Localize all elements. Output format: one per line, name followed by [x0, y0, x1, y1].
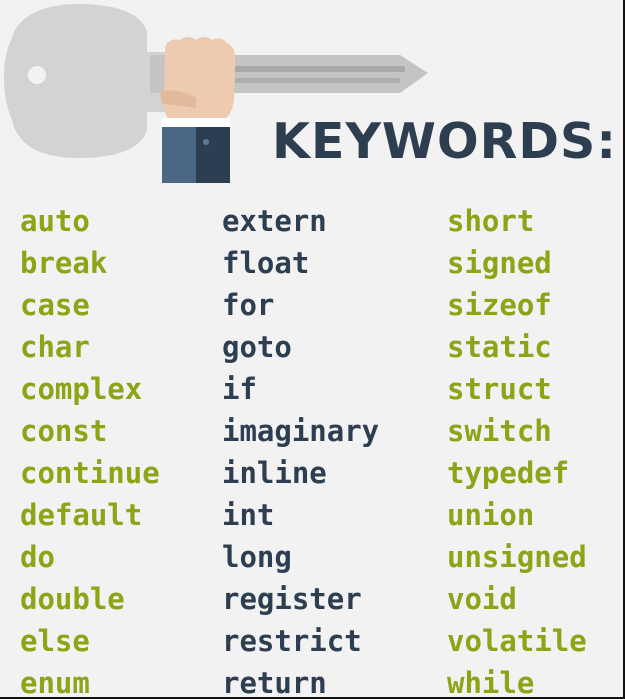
keyword-item: float: [222, 246, 310, 280]
frame-edge-right: [623, 0, 625, 699]
keyword-item: return: [222, 666, 327, 699]
shirt-cuff: [162, 118, 230, 127]
keyword-item: static: [447, 330, 552, 364]
key-hole: [28, 66, 46, 84]
keyword-item: void: [447, 582, 517, 616]
keyword-item: default: [20, 498, 143, 532]
key-bow: [4, 4, 170, 158]
keyword-item: restrict: [222, 624, 362, 658]
keyword-item: auto: [20, 204, 90, 238]
keyword-item: break: [20, 246, 108, 280]
frame-edge-bottom: [0, 697, 625, 699]
keyword-item: register: [222, 582, 362, 616]
hand-holding-key-icon: [4, 4, 428, 183]
key-groove-2: [235, 78, 400, 83]
keyword-item: short: [447, 204, 535, 238]
keyword-item: char: [20, 330, 90, 364]
keyword-item: signed: [447, 246, 552, 280]
keyword-item: inline: [222, 456, 327, 490]
page-title: KEYWORDS:: [272, 113, 617, 170]
keyword-item: volatile: [447, 624, 587, 658]
keyword-item: extern: [222, 204, 327, 238]
keyword-item: complex: [20, 372, 143, 406]
keyword-item: switch: [447, 414, 552, 448]
keyword-item: imaginary: [222, 414, 380, 448]
keyword-item: sizeof: [447, 288, 552, 322]
keyword-item: union: [447, 498, 535, 532]
keyword-column-3: short signed sizeof static struct switch…: [447, 200, 587, 699]
keyword-column-1: auto break case char complex const conti…: [20, 200, 160, 699]
keyword-item: const: [20, 414, 108, 448]
keyword-item: unsigned: [447, 540, 587, 574]
keyword-item: struct: [447, 372, 552, 406]
keyword-item: do: [20, 540, 55, 574]
key-groove-1: [235, 66, 405, 72]
keyword-item: int: [222, 498, 275, 532]
keyword-item: else: [20, 624, 90, 658]
keyword-item: enum: [20, 666, 90, 699]
hand: [164, 37, 236, 122]
keyword-item: typedef: [447, 456, 570, 490]
sleeve-shade: [196, 127, 230, 183]
thumb: [160, 90, 196, 108]
keyword-item: continue: [20, 456, 160, 490]
sleeve-button: [203, 139, 209, 145]
keyword-item: double: [20, 582, 125, 616]
keyword-item: long: [222, 540, 292, 574]
keyword-item: goto: [222, 330, 292, 364]
keyword-item: if: [222, 372, 257, 406]
keyword-item: while: [447, 666, 535, 699]
keyword-item: case: [20, 288, 90, 322]
keyword-item: for: [222, 288, 275, 322]
keyword-column-2: extern float for goto if imaginary inlin…: [222, 200, 379, 699]
